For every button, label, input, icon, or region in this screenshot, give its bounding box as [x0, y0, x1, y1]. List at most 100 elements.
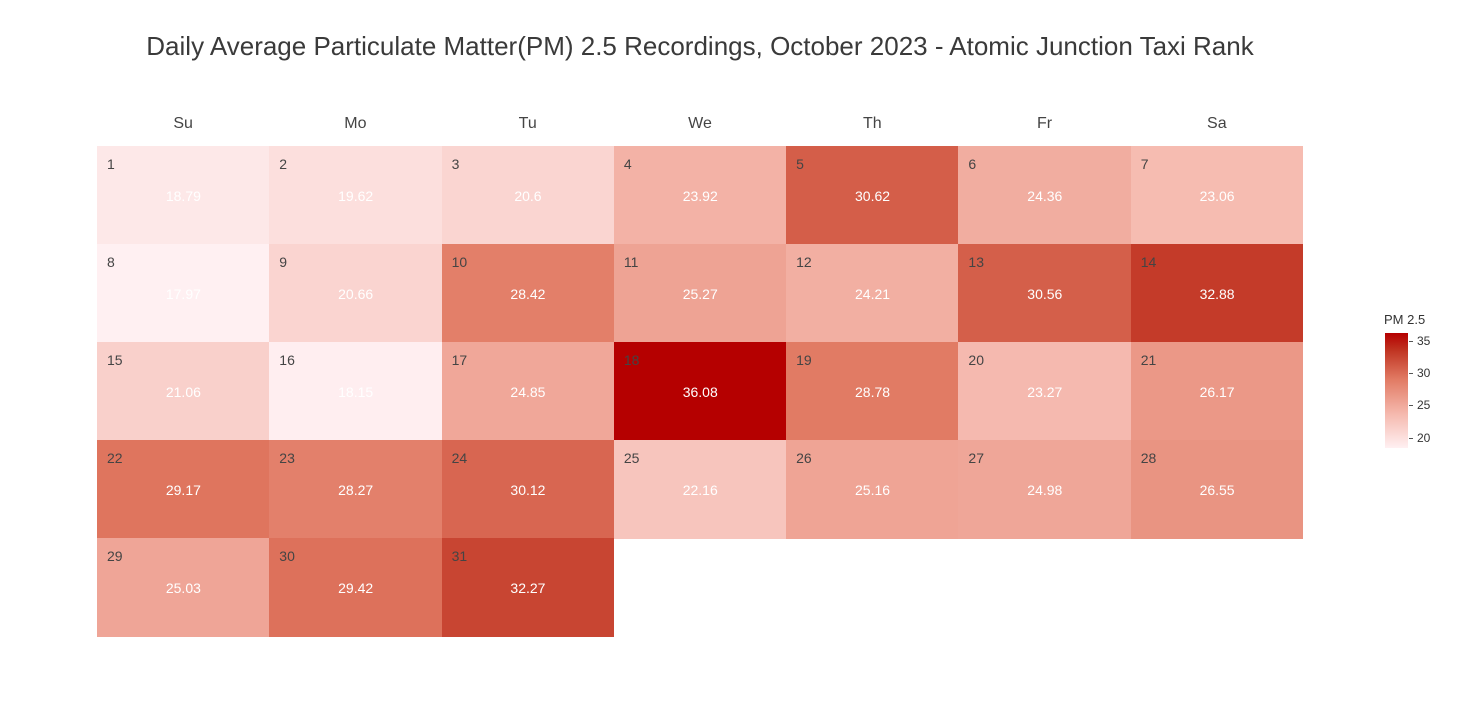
weekday-header-mo: Mo [344, 115, 367, 132]
day-number: 14 [1140, 254, 1157, 270]
legend-color-bar [1385, 333, 1408, 448]
pm-value-label: 20.6 [514, 188, 542, 204]
pm-value-label: 28.27 [338, 482, 374, 498]
pm-value-label: 24.36 [1027, 188, 1063, 204]
legend-tick [1409, 437, 1413, 439]
day-number: 3 [451, 156, 460, 172]
day-number: 29 [107, 548, 123, 564]
calendar-heatmap: Su Mo Tu We Th Fr Sa 1 18.79 2 19.62 3 20.6 4 23.92 5 30… [97, 110, 1304, 637]
day-cell: 16 18.15 [269, 342, 443, 441]
weekday-header-we: We [688, 115, 712, 132]
day-number: 21 [1140, 352, 1157, 368]
day-number: 8 [107, 254, 115, 270]
day-number: 7 [1140, 156, 1149, 172]
day-cell: 7 23.06 [1130, 146, 1304, 245]
day-cell: 1 18.79 [97, 146, 270, 245]
day-cell: 29 25.03 [97, 538, 270, 637]
day-cell: 20 23.27 [958, 342, 1132, 441]
color-legend: PM 2.5 20 25 30 35 [1378, 312, 1448, 452]
weekday-header-su: Su [173, 115, 193, 132]
day-number: 23 [279, 450, 295, 466]
day-number: 2 [279, 156, 288, 172]
pm-value-label: 29.42 [338, 580, 374, 596]
legend-tick-label: 20 [1417, 430, 1431, 445]
legend-tick-label: 30 [1417, 366, 1431, 381]
day-number: 13 [968, 254, 984, 270]
day-cell: 21 26.17 [1130, 342, 1304, 441]
pm-value-label: 36.08 [682, 384, 718, 400]
day-number: 31 [451, 548, 468, 564]
legend-tick [1409, 405, 1413, 407]
day-number: 9 [279, 254, 288, 270]
weekday-header-th: Th [862, 115, 882, 132]
day-cell: 4 23.92 [613, 146, 787, 245]
day-number: 11 [623, 254, 639, 270]
legend-tick [1409, 340, 1413, 342]
day-cell: 3 20.6 [441, 146, 615, 245]
pm-value-label: 23.27 [1027, 384, 1063, 400]
day-number: 19 [796, 352, 812, 368]
legend-title: PM 2.5 [1384, 312, 1426, 327]
legend-tick-label: 35 [1417, 333, 1431, 348]
day-cell: 9 20.66 [269, 244, 443, 343]
day-cell: 22 29.17 [97, 440, 270, 539]
day-number: 1 [107, 156, 115, 172]
day-cell: 24 30.12 [441, 440, 615, 539]
pm-value-label: 24.21 [855, 286, 891, 302]
pm-value-label: 22.16 [682, 482, 718, 498]
day-cell: 30 29.42 [269, 538, 443, 637]
pm-value-label: 25.27 [682, 286, 718, 302]
day-cell: 18 36.08 [613, 342, 787, 441]
day-number: 25 [623, 450, 640, 466]
day-cell: 12 24.21 [786, 244, 959, 343]
day-number: 20 [968, 352, 984, 368]
weekday-header-fr: Fr [1037, 115, 1053, 132]
day-number: 5 [796, 156, 804, 172]
chart-title: Daily Average Particulate Matter(PM) 2.5… [146, 31, 1254, 61]
pm-value-label: 26.55 [1199, 482, 1235, 498]
pm-value-label: 30.12 [510, 482, 546, 498]
day-cell: 14 32.88 [1130, 244, 1304, 343]
day-cell: 6 24.36 [958, 146, 1132, 245]
pm-value-label: 30.56 [1027, 286, 1063, 302]
day-number: 28 [1140, 450, 1157, 466]
day-number: 30 [279, 548, 295, 564]
day-cell: 13 30.56 [958, 244, 1132, 343]
pm-value-label: 23.92 [682, 188, 718, 204]
pm-value-label: 30.62 [855, 188, 891, 204]
day-number: 18 [623, 352, 640, 368]
pm-value-label: 24.85 [510, 384, 546, 400]
day-number: 6 [968, 156, 977, 172]
day-number: 4 [623, 156, 632, 172]
day-cell: 26 25.16 [786, 440, 959, 539]
pm-value-label: 29.17 [165, 482, 201, 498]
day-number: 16 [279, 352, 295, 368]
pm-value-label: 32.88 [1199, 286, 1235, 302]
legend-tick-label: 25 [1417, 398, 1431, 413]
pm-value-label: 17.97 [165, 286, 201, 302]
day-cell: 2 19.62 [269, 146, 443, 245]
day-number: 17 [451, 352, 468, 368]
day-cell: 25 22.16 [613, 440, 787, 539]
day-cell: 8 17.97 [97, 244, 270, 343]
pm-value-label: 23.06 [1199, 188, 1235, 204]
day-cell: 23 28.27 [269, 440, 443, 539]
pm-value-label: 21.06 [165, 384, 201, 400]
day-cell: 17 24.85 [441, 342, 615, 441]
day-number: 27 [968, 450, 984, 466]
day-cell: 11 25.27 [613, 244, 787, 343]
day-cell: 27 24.98 [958, 440, 1132, 539]
pm-value-label: 32.27 [510, 580, 546, 596]
day-number: 26 [796, 450, 812, 466]
day-number: 10 [451, 254, 468, 270]
day-cell: 31 32.27 [441, 538, 615, 637]
day-cell: 5 30.62 [786, 146, 959, 245]
day-cell: 10 28.42 [441, 244, 615, 343]
pm-value-label: 18.15 [338, 384, 374, 400]
day-cell: 19 28.78 [786, 342, 959, 441]
day-number: 24 [451, 450, 468, 466]
day-number: 22 [107, 450, 123, 466]
day-number: 15 [107, 352, 123, 368]
day-cell: 28 26.55 [1130, 440, 1304, 539]
day-cell: 15 21.06 [97, 342, 270, 441]
